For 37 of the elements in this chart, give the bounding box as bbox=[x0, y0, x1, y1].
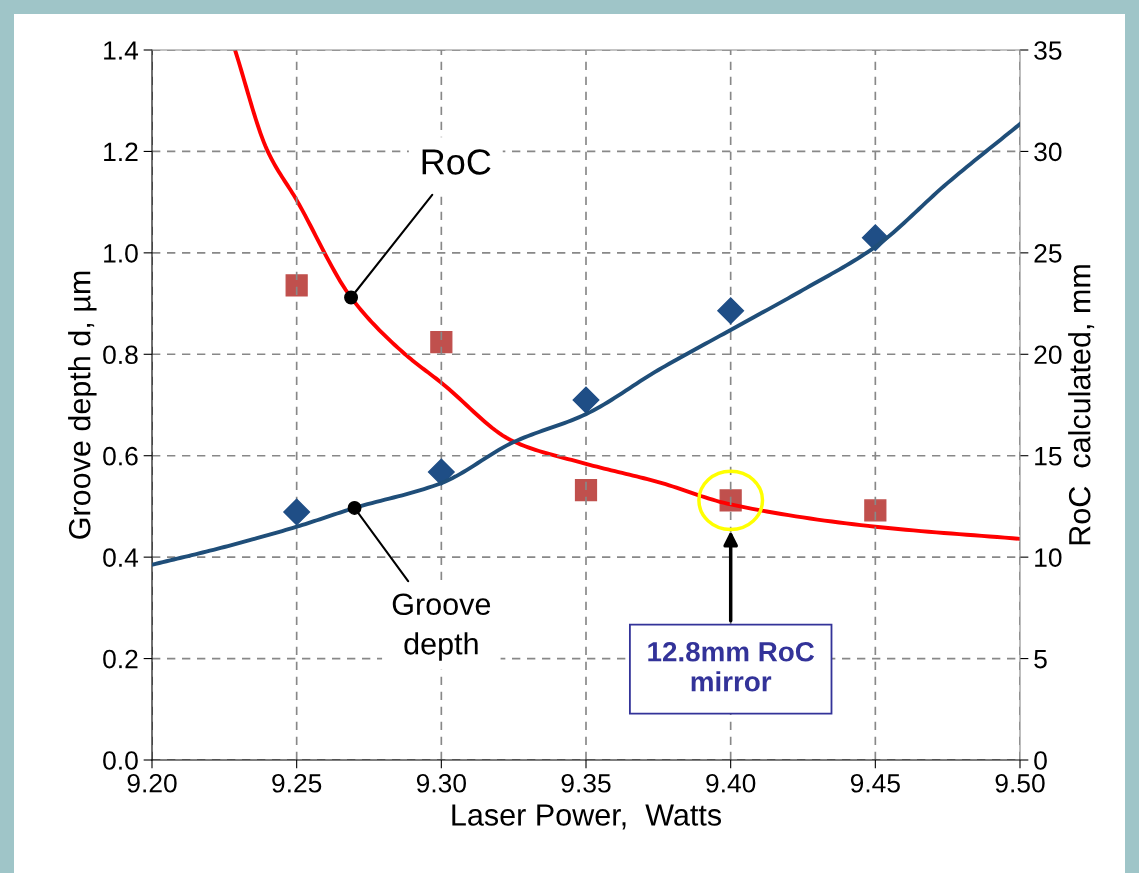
y-tick-label: 0.8 bbox=[103, 345, 138, 365]
point bbox=[285, 274, 308, 297]
annotation: RoC bbox=[422, 149, 491, 175]
y-tick-label: 1.0 bbox=[104, 243, 138, 263]
point bbox=[427, 458, 455, 486]
y2-tick-label: 30 bbox=[1034, 142, 1062, 162]
y2-tick-label: 0 bbox=[1034, 751, 1047, 770]
point bbox=[574, 479, 598, 502]
y2-tick-label: 15 bbox=[1035, 447, 1062, 466]
y2-tick-label: 25 bbox=[1034, 243, 1062, 263]
x-tick-label: 9.35 bbox=[561, 773, 611, 793]
y-tick-label: 0.6 bbox=[103, 446, 138, 466]
x-tick-label: 9.50 bbox=[995, 773, 1045, 793]
x-tick-label: 9.20 bbox=[127, 773, 177, 793]
y-tick-label: 0.0 bbox=[103, 751, 138, 770]
point bbox=[572, 386, 600, 414]
y2-tick-label: 20 bbox=[1034, 345, 1062, 365]
x-tick-label: 9.30 bbox=[416, 773, 466, 793]
point bbox=[430, 331, 453, 354]
y-tick-label: 0.2 bbox=[103, 649, 138, 669]
y2-tick-label: 35 bbox=[1034, 41, 1062, 60]
y2-axis-title: RoC calculated, mm bbox=[1068, 265, 1095, 545]
y-tick-label: 1.4 bbox=[104, 41, 139, 60]
x-axis-title: Laser Power, Watts bbox=[452, 804, 722, 830]
y2-tick-label: 5 bbox=[1034, 649, 1047, 669]
point bbox=[864, 499, 887, 522]
x-tick-label: 9.45 bbox=[850, 773, 900, 793]
x-tick-label: 9.40 bbox=[706, 773, 756, 793]
point bbox=[717, 297, 745, 325]
y-tick-label: 0.4 bbox=[103, 548, 139, 567]
x-tick-label: 9.25 bbox=[272, 773, 322, 793]
annotation: 12.8mm RoC mirror bbox=[648, 641, 815, 692]
point bbox=[283, 498, 311, 526]
y2-tick-label: 10 bbox=[1035, 548, 1062, 567]
y-tick-label: 1.2 bbox=[104, 142, 138, 161]
annotation: Groove depth bbox=[392, 593, 491, 661]
y-axis-title: Groove depth d, µm bbox=[68, 271, 97, 539]
